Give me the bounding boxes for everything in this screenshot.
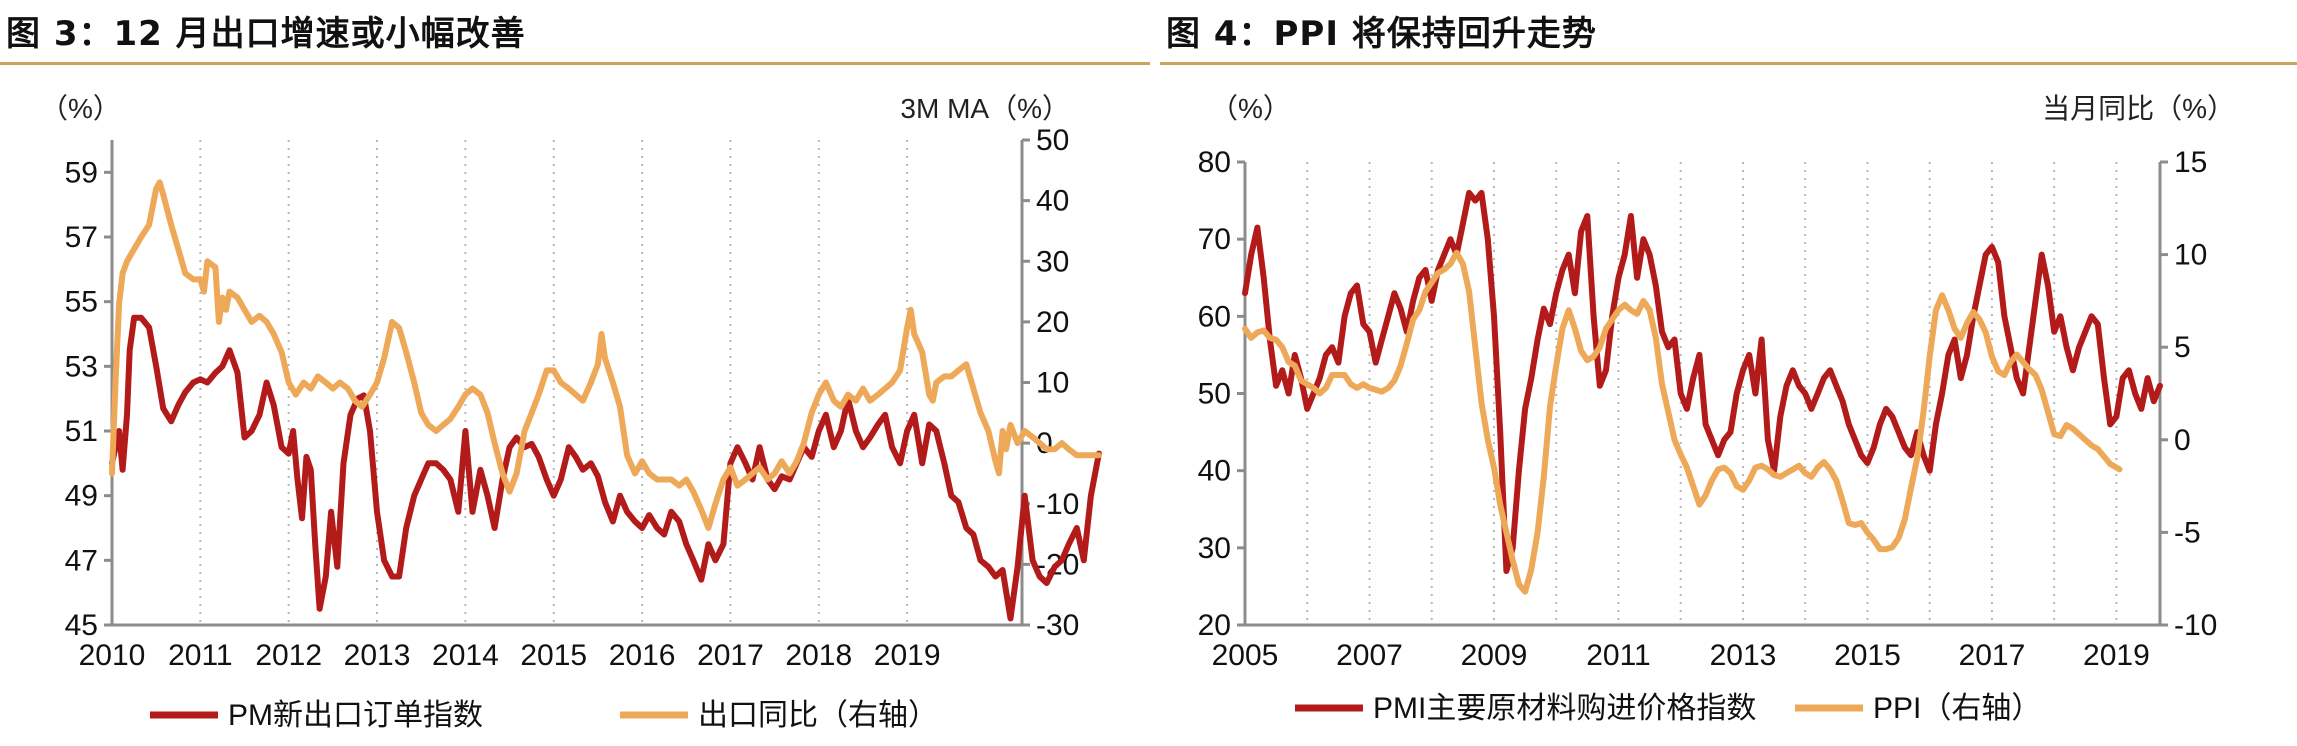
chart-panel-right: 图 4：PPI 将保持回升走势 20 30 40 50 60 70 80 -10 -5 0 5 10… (1160, 0, 2297, 746)
left-tick-label: 53 (65, 350, 98, 383)
x-tick-label: 2017 (1959, 639, 2026, 672)
legend-label: PMI主要原材料购进价格指数 (1373, 692, 1756, 725)
left-tick-label: 20 (1198, 609, 1231, 642)
right-tick-label: 50 (1036, 124, 1069, 157)
gridlines-left (111, 140, 909, 625)
left-tick-label: 59 (65, 156, 98, 189)
x-tick-label: 2009 (1461, 639, 1528, 672)
series-left (109, 179, 1102, 622)
series-line-orange (1242, 249, 2123, 595)
x-tick-label: 2015 (520, 639, 587, 672)
right-tick-label: 0 (2174, 424, 2191, 457)
right-tick-label: 15 (2174, 146, 2207, 179)
right-tick-label: 30 (1036, 245, 1069, 278)
series-right (1242, 189, 2163, 595)
left-tick-label: 47 (65, 544, 98, 577)
left-unit-label: （%） (1210, 93, 1291, 124)
title-rule-right (1160, 62, 2297, 65)
x-tick-label: 2019 (2083, 639, 2150, 672)
left-tick-label: 49 (65, 480, 98, 513)
right-tick-label: -30 (1036, 609, 1079, 642)
x-tick-label: 2018 (785, 639, 852, 672)
left-tick-label: 40 (1198, 455, 1231, 488)
legend-left: PM新出口订单指数 出口同比（右轴） (150, 699, 938, 732)
left-tick-label: 50 (1198, 378, 1231, 411)
right-tick-label: 20 (1036, 306, 1069, 339)
x-tick-label: 2017 (697, 639, 764, 672)
right-tick-label: -10 (1036, 488, 1079, 521)
right-tick-label: -5 (2174, 516, 2201, 549)
legend-label: 出口同比（右轴） (698, 699, 938, 732)
left-tick-label: 45 (65, 609, 98, 642)
right-unit-label: 当月同比（%） (2042, 93, 2235, 124)
chart-panel-left: 图 3：12 月出口增速或小幅改善 45 47 49 51 53 55 57 59 -30 -2… (0, 14, 1150, 732)
x-tick-label: 2013 (1710, 639, 1777, 672)
left-tick-label: 55 (65, 286, 98, 319)
chart-title-right: 图 4：PPI 将保持回升走势 (1166, 14, 1597, 54)
left-unit-label: （%） (40, 93, 121, 124)
left-tick-label: 57 (65, 221, 98, 254)
right-axis-ticks-right: -10 -5 0 5 10 15 (2160, 146, 2217, 642)
x-tick-label: 2012 (255, 639, 322, 672)
left-axis-ticks-left: 45 47 49 51 53 55 57 59 (65, 156, 112, 642)
right-tick-label: 10 (1036, 367, 1069, 400)
left-tick-label: 80 (1198, 146, 1231, 179)
x-tick-label: 2019 (874, 639, 941, 672)
chart-title-left: 图 3：12 月出口增速或小幅改善 (6, 14, 526, 54)
x-tick-label: 2011 (168, 639, 233, 672)
x-tick-label: 2005 (1212, 639, 1279, 672)
x-tick-label: 2015 (1834, 639, 1901, 672)
x-tick-label: 2010 (79, 639, 146, 672)
x-tick-label: 2014 (432, 639, 499, 672)
left-tick-label: 60 (1198, 300, 1231, 333)
title-rule-left (0, 62, 1150, 65)
right-tick-label: -10 (2174, 609, 2217, 642)
right-unit-label: 3M MA（%） (900, 93, 1070, 124)
axes-left (110, 140, 1024, 627)
x-tick-label: 2011 (1586, 639, 1651, 672)
series-line-red (109, 314, 1102, 622)
right-tick-label: 10 (2174, 239, 2207, 272)
left-tick-label: 70 (1198, 223, 1231, 256)
left-axis-ticks-right: 20 30 40 50 60 70 80 (1198, 146, 1245, 642)
x-axis-ticks-left: 2010 2011 2012 2013 2014 2015 2016 2017 2018 2019 (79, 639, 941, 672)
left-tick-label: 30 (1198, 532, 1231, 565)
right-tick-label: 40 (1036, 185, 1069, 218)
legend-right: PMI主要原材料购进价格指数 PPI（右轴） (1295, 692, 2041, 725)
x-axis-ticks-right: 2005 2007 2009 2011 2013 2015 2017 2019 (1212, 639, 2150, 672)
x-tick-label: 2013 (344, 639, 411, 672)
legend-label: PM新出口订单指数 (228, 699, 483, 732)
left-tick-label: 51 (65, 415, 98, 448)
x-tick-label: 2016 (609, 639, 676, 672)
right-tick-label: 5 (2174, 331, 2191, 364)
x-tick-label: 2007 (1336, 639, 1403, 672)
series-line-red (1242, 189, 2163, 574)
series-line-orange (109, 179, 1102, 531)
legend-label: PPI（右轴） (1873, 692, 2041, 725)
